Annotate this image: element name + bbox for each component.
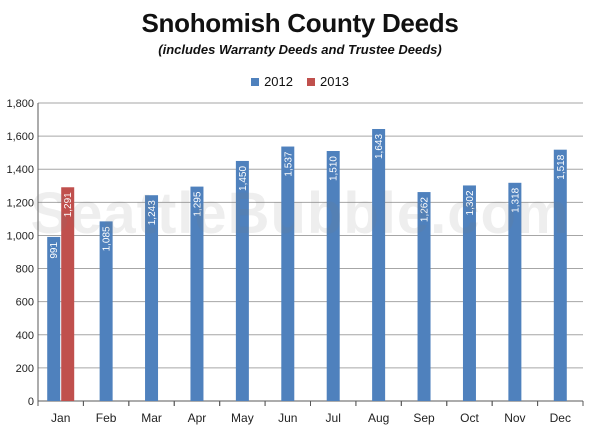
- legend-item-2013: 2013: [307, 74, 349, 89]
- data-label-2012-sep: 1,262: [420, 197, 431, 222]
- y-tick-label: 800: [16, 264, 34, 276]
- chart-subtitle: (includes Warranty Deeds and Trustee Dee…: [158, 42, 442, 57]
- x-tick-label: Nov: [504, 411, 525, 425]
- x-tick-label: Apr: [188, 411, 207, 425]
- bar-2012-feb: [99, 221, 113, 401]
- bar-2012-jul: [326, 151, 340, 401]
- bar-2012-may: [235, 160, 249, 401]
- y-tick-label: 600: [16, 297, 34, 309]
- bar-2012-dec: [553, 149, 567, 401]
- x-tick-label: Jul: [326, 411, 341, 425]
- x-tick-label: Feb: [96, 411, 117, 425]
- bar-2012-oct: [462, 185, 476, 401]
- y-tick-label: 400: [16, 330, 34, 342]
- bar-2012-mar: [145, 195, 159, 401]
- y-tick-label: 0: [28, 396, 34, 408]
- y-tick-label: 200: [16, 363, 34, 375]
- legend-swatch-2012: [251, 77, 260, 86]
- data-label-2013-jan: 1,291: [63, 192, 74, 217]
- data-label-2012-may: 1,450: [238, 166, 249, 191]
- data-label-2012-jun: 1,537: [283, 151, 294, 176]
- chart-legend: 2012 2013: [0, 74, 600, 89]
- bar-2012-jun: [281, 146, 295, 401]
- bar-2012-jan: [47, 236, 61, 401]
- bar-2012-nov: [508, 182, 522, 401]
- bar-2012-aug: [372, 128, 386, 401]
- legend-item-2012: 2012: [251, 74, 293, 89]
- y-tick-label: 1,200: [6, 197, 34, 209]
- x-tick-label: Jan: [51, 411, 70, 425]
- bar-2012-sep: [417, 192, 431, 401]
- data-label-2012-dec: 1,518: [556, 154, 567, 179]
- data-label-2012-oct: 1,302: [465, 190, 476, 215]
- y-tick-label: 1,000: [6, 230, 34, 242]
- bar-2012-apr: [190, 186, 204, 401]
- data-label-2012-jan: 991: [49, 241, 60, 258]
- y-tick-label: 1,800: [6, 98, 34, 110]
- x-tick-label: Oct: [460, 411, 479, 425]
- x-tick-label: Jun: [278, 411, 297, 425]
- x-tick-label: May: [231, 411, 254, 425]
- data-label-2012-apr: 1,295: [192, 191, 203, 216]
- legend-label-2013: 2013: [320, 74, 349, 89]
- data-label-2012-jul: 1,510: [329, 156, 340, 181]
- data-label-2012-feb: 1,085: [102, 226, 113, 251]
- x-tick-label: Dec: [550, 411, 571, 425]
- data-label-2012-aug: 1,643: [374, 134, 385, 159]
- legend-swatch-2013: [307, 77, 315, 86]
- chart-title: Snohomish County Deeds: [141, 8, 459, 38]
- bar-2013-jan: [61, 187, 75, 401]
- legend-label-2012: 2012: [264, 74, 293, 89]
- x-tick-label: Sep: [413, 411, 435, 425]
- data-label-2012-mar: 1,243: [147, 200, 158, 225]
- data-label-2012-nov: 1,318: [510, 187, 521, 212]
- y-tick-label: 1,600: [6, 131, 34, 143]
- x-tick-label: Aug: [368, 411, 389, 425]
- x-tick-label: Mar: [141, 411, 162, 425]
- y-tick-label: 1,400: [6, 164, 34, 176]
